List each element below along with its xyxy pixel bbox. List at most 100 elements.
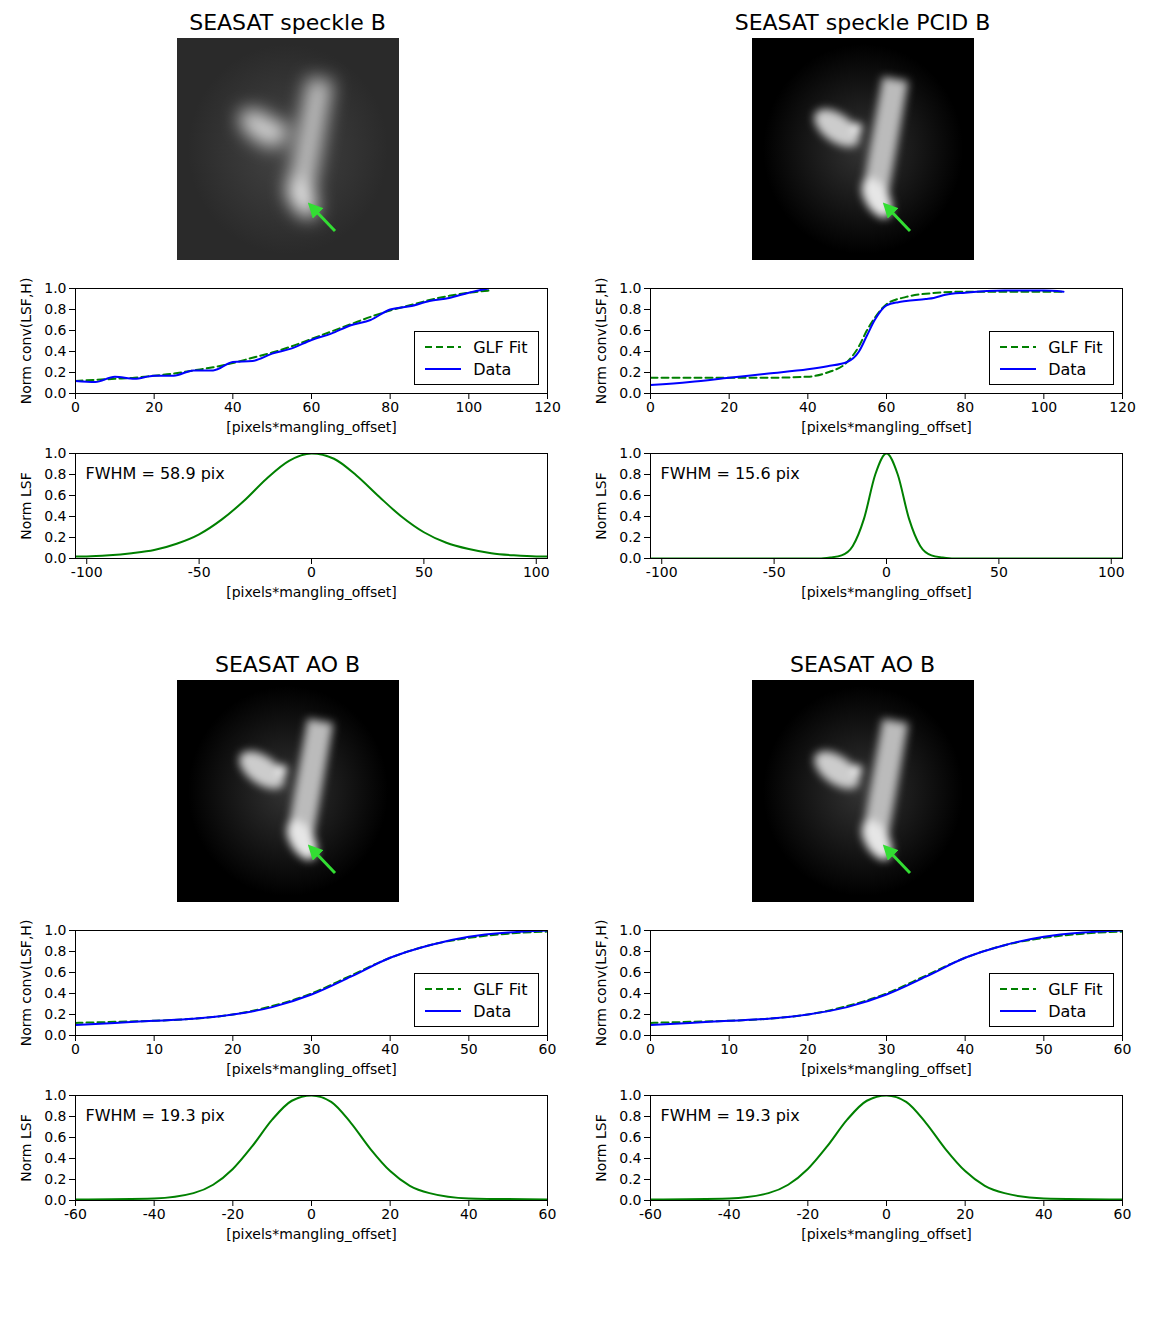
svg-text:0.0: 0.0 xyxy=(44,385,66,401)
svg-text:-40: -40 xyxy=(717,1206,740,1222)
svg-text:[pixels*mangling_offset]: [pixels*mangling_offset] xyxy=(801,419,971,435)
svg-text:0.4: 0.4 xyxy=(619,985,641,1001)
svg-text:20: 20 xyxy=(145,399,163,415)
svg-text:100: 100 xyxy=(1097,564,1124,580)
svg-text:0.6: 0.6 xyxy=(619,1129,641,1145)
svg-text:Norm LSF: Norm LSF xyxy=(593,472,609,539)
svg-text:1.0: 1.0 xyxy=(44,280,66,296)
svg-text:0.4: 0.4 xyxy=(44,343,66,359)
svg-text:[pixels*mangling_offset]: [pixels*mangling_offset] xyxy=(801,1061,971,1077)
svg-text:FWHM = 19.3 pix: FWHM = 19.3 pix xyxy=(660,1106,799,1125)
svg-text:0.6: 0.6 xyxy=(619,964,641,980)
svg-text:0.4: 0.4 xyxy=(44,985,66,1001)
svg-text:100: 100 xyxy=(522,564,549,580)
svg-text:60: 60 xyxy=(302,399,320,415)
svg-text:0: 0 xyxy=(71,399,80,415)
svg-text:0.2: 0.2 xyxy=(619,1171,641,1187)
svg-text:0.0: 0.0 xyxy=(44,1027,66,1043)
svg-text:-50: -50 xyxy=(762,564,785,580)
svg-text:Norm conv(LSF,H): Norm conv(LSF,H) xyxy=(593,278,609,405)
svg-text:100: 100 xyxy=(1030,399,1057,415)
svg-text:1.0: 1.0 xyxy=(619,445,641,461)
svg-text:0: 0 xyxy=(646,1041,655,1057)
svg-text:0.6: 0.6 xyxy=(44,322,66,338)
svg-text:0.0: 0.0 xyxy=(619,550,641,566)
svg-text:-40: -40 xyxy=(142,1206,165,1222)
svg-text:50: 50 xyxy=(414,564,432,580)
svg-text:0.2: 0.2 xyxy=(619,529,641,545)
svg-text:40: 40 xyxy=(798,399,816,415)
svg-text:60: 60 xyxy=(538,1041,556,1057)
svg-text:0.8: 0.8 xyxy=(44,466,66,482)
svg-text:40: 40 xyxy=(956,1041,974,1057)
svg-text:0.2: 0.2 xyxy=(44,1006,66,1022)
svg-text:0.2: 0.2 xyxy=(44,364,66,380)
svg-text:120: 120 xyxy=(534,399,561,415)
svg-text:30: 30 xyxy=(302,1041,320,1057)
svg-text:40: 40 xyxy=(223,399,241,415)
svg-text:-60: -60 xyxy=(639,1206,662,1222)
svg-text:0: 0 xyxy=(882,1206,891,1222)
svg-text:0.6: 0.6 xyxy=(44,964,66,980)
svg-text:FWHM = 58.9 pix: FWHM = 58.9 pix xyxy=(85,464,224,483)
svg-text:0.4: 0.4 xyxy=(619,343,641,359)
svg-text:Norm conv(LSF,H): Norm conv(LSF,H) xyxy=(18,278,34,405)
svg-text:0.8: 0.8 xyxy=(619,943,641,959)
svg-text:Norm LSF: Norm LSF xyxy=(18,1114,34,1181)
svg-text:Norm LSF: Norm LSF xyxy=(593,1114,609,1181)
svg-text:-50: -50 xyxy=(187,564,210,580)
svg-text:20: 20 xyxy=(381,1206,399,1222)
svg-text:1.0: 1.0 xyxy=(44,922,66,938)
svg-text:0.2: 0.2 xyxy=(44,1171,66,1187)
svg-text:1.0: 1.0 xyxy=(44,445,66,461)
svg-text:0: 0 xyxy=(307,564,316,580)
svg-text:0: 0 xyxy=(882,564,891,580)
svg-text:[pixels*mangling_offset]: [pixels*mangling_offset] xyxy=(226,584,396,600)
svg-text:1.0: 1.0 xyxy=(619,1087,641,1103)
svg-text:-100: -100 xyxy=(70,564,102,580)
svg-text:10: 10 xyxy=(720,1041,738,1057)
svg-text:0.2: 0.2 xyxy=(619,1006,641,1022)
svg-text:0.2: 0.2 xyxy=(619,364,641,380)
svg-text:0.4: 0.4 xyxy=(619,1150,641,1166)
svg-text:0.6: 0.6 xyxy=(619,322,641,338)
svg-text:0.0: 0.0 xyxy=(619,385,641,401)
svg-text:[pixels*mangling_offset]: [pixels*mangling_offset] xyxy=(226,419,396,435)
svg-text:[pixels*mangling_offset]: [pixels*mangling_offset] xyxy=(226,1226,396,1242)
svg-text:20: 20 xyxy=(720,399,738,415)
svg-text:0.6: 0.6 xyxy=(44,487,66,503)
svg-text:0.8: 0.8 xyxy=(44,943,66,959)
svg-text:100: 100 xyxy=(455,399,482,415)
svg-text:80: 80 xyxy=(381,399,399,415)
svg-text:0.8: 0.8 xyxy=(44,301,66,317)
svg-text:-20: -20 xyxy=(221,1206,244,1222)
svg-text:FWHM = 15.6 pix: FWHM = 15.6 pix xyxy=(660,464,799,483)
svg-text:40: 40 xyxy=(381,1041,399,1057)
svg-text:0.0: 0.0 xyxy=(44,550,66,566)
svg-text:0.2: 0.2 xyxy=(44,529,66,545)
svg-text:80: 80 xyxy=(956,399,974,415)
svg-text:60: 60 xyxy=(538,1206,556,1222)
svg-text:[pixels*mangling_offset]: [pixels*mangling_offset] xyxy=(801,584,971,600)
svg-text:120: 120 xyxy=(1109,399,1136,415)
svg-text:-100: -100 xyxy=(645,564,677,580)
svg-text:[pixels*mangling_offset]: [pixels*mangling_offset] xyxy=(801,1226,971,1242)
svg-text:20: 20 xyxy=(798,1041,816,1057)
svg-text:50: 50 xyxy=(459,1041,477,1057)
svg-text:0.8: 0.8 xyxy=(619,466,641,482)
svg-text:60: 60 xyxy=(1113,1206,1131,1222)
svg-text:0.8: 0.8 xyxy=(619,1108,641,1124)
svg-text:Norm conv(LSF,H): Norm conv(LSF,H) xyxy=(18,920,34,1047)
svg-text:40: 40 xyxy=(1034,1206,1052,1222)
svg-text:40: 40 xyxy=(459,1206,477,1222)
svg-text:FWHM = 19.3 pix: FWHM = 19.3 pix xyxy=(85,1106,224,1125)
svg-text:0.0: 0.0 xyxy=(619,1027,641,1043)
svg-text:50: 50 xyxy=(989,564,1007,580)
svg-text:0.6: 0.6 xyxy=(619,487,641,503)
svg-text:1.0: 1.0 xyxy=(44,1087,66,1103)
svg-text:20: 20 xyxy=(223,1041,241,1057)
svg-text:0.4: 0.4 xyxy=(44,508,66,524)
svg-text:60: 60 xyxy=(877,399,895,415)
svg-text:0.8: 0.8 xyxy=(619,301,641,317)
svg-text:0.8: 0.8 xyxy=(44,1108,66,1124)
